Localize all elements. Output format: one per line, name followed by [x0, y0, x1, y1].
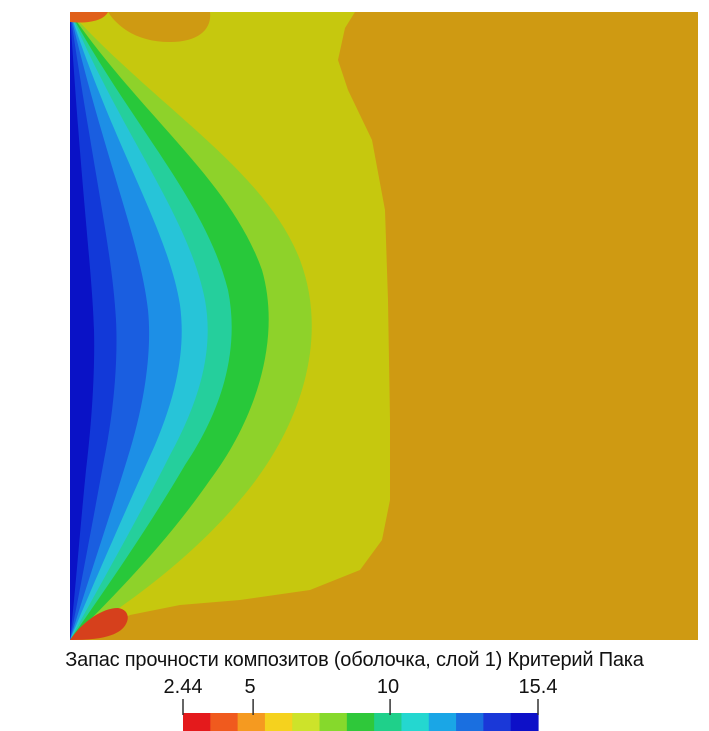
field-spot-top-left [70, 12, 108, 23]
contour-field [70, 12, 698, 640]
colorbar-band [510, 713, 539, 731]
colorbar-tick-label-0: 2.44 [163, 676, 203, 698]
colorbar-band [401, 713, 430, 731]
colorbar-band [210, 713, 239, 731]
colorbar-band [346, 713, 375, 731]
colorbar-tick-label-3: 15.4 [518, 676, 558, 698]
colorbar-band [374, 713, 403, 731]
field-band-navy [70, 12, 95, 640]
colorbar-bands [183, 713, 539, 731]
colorbar-band [428, 713, 457, 731]
colorbar-band [456, 713, 484, 731]
field-spot-bottom-left [70, 608, 128, 640]
colorbar-tick-label-2: 10 [376, 676, 400, 698]
colorbar-band [264, 713, 293, 731]
colorbar-band [183, 713, 211, 731]
colorbar-band [237, 713, 266, 731]
field-spot-top-left-2 [108, 12, 211, 42]
colorbar-band [319, 713, 348, 731]
colorbar-band [483, 713, 512, 731]
colorbar-ticks [182, 699, 539, 715]
colorbar-tick-label-1: 5 [244, 676, 256, 698]
plot-caption: Запас прочности композитов (оболочка, сл… [65, 649, 644, 671]
colorbar-band [292, 713, 321, 731]
